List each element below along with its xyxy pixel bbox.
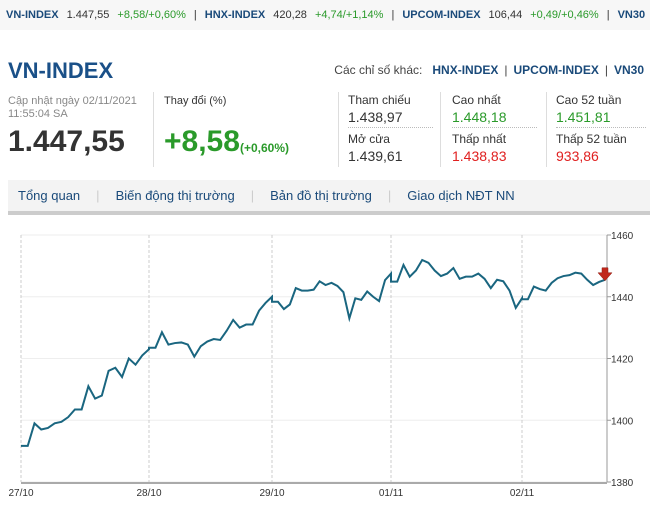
x-tick-label: 28/10 — [136, 488, 161, 499]
stat-value: 1.438,97 — [348, 109, 403, 125]
ticker-item[interactable]: VN301.5 — [618, 9, 650, 21]
other-indices: Các chỉ số khác: HNX-INDEX | UPCOM-INDEX | V… — [334, 63, 644, 77]
x-tick-label: 02/11 — [510, 488, 535, 499]
y-tick-label: 1400 — [611, 416, 634, 427]
update-date: Cập nhật ngày 02/11/2021 — [8, 95, 137, 107]
stat-label: Thấp nhất — [452, 132, 507, 146]
divider — [440, 92, 441, 167]
ticker-value: 106,44 — [488, 9, 523, 21]
x-tick-label: 27/10 — [8, 488, 33, 499]
page-title: VN-INDEX — [8, 58, 114, 83]
change-label: Thay đổi (%) — [164, 95, 227, 107]
ticker-change: +0,49/+0,46% — [530, 9, 599, 21]
y-tick-label: 1420 — [611, 355, 634, 366]
x-tick-label: 01/11 — [379, 488, 404, 499]
ticker-value: 1.447,55 — [66, 9, 110, 21]
index-chart: 1460 1440 1420 1400 1380 27/10 28/10 29/10 01/11… — [8, 231, 634, 499]
ticker-name: UPCOM-INDEX — [402, 9, 481, 21]
y-tick-label: 1460 — [611, 231, 634, 242]
y-tick-label: 1440 — [611, 293, 634, 304]
ticker-name: HNX-INDEX — [204, 9, 266, 21]
ticker-item[interactable]: VN-INDEX 1.447,55 +8,58/+0,60% — [6, 9, 186, 21]
stat-value: 933,86 — [556, 148, 599, 164]
link-hnx-index[interactable]: HNX-INDEX — [432, 63, 499, 77]
tab-market-map[interactable]: Bản đồ thị trường — [270, 188, 372, 203]
divider — [338, 92, 339, 167]
stat-item: Tham chiếu 1.438,97 — [348, 93, 448, 125]
ticker-change: +8,58/+0,60% — [117, 9, 186, 21]
stat-value: 1.451,81 — [556, 109, 611, 125]
link-upcom-index[interactable]: UPCOM-INDEX — [513, 63, 599, 77]
ticker-item[interactable]: HNX-INDEX 420,28 +4,74/+1,14% — [205, 9, 384, 21]
stat-item: Cao nhất 1.448,18 — [452, 93, 552, 125]
stat-label: Tham chiếu — [348, 93, 411, 107]
stat-item: Thấp 52 tuần 933,86 — [556, 132, 650, 164]
change-value: +8,58 — [164, 125, 240, 158]
stat-label: Cao 52 tuần — [556, 93, 622, 107]
divider — [153, 92, 154, 167]
stat-item: Mở cửa 1.439,61 — [348, 132, 448, 164]
ticker-item[interactable]: UPCOM-INDEX 106,44 +0,49/+0,46% — [402, 9, 598, 21]
ticker-name: VN30 — [617, 9, 646, 21]
tab-overview[interactable]: Tổng quan — [18, 188, 81, 203]
stat-value: 1.439,61 — [348, 148, 403, 164]
stat-item: Thấp nhất 1.438,83 — [452, 132, 552, 164]
stat-value: 1.438,83 — [452, 148, 507, 164]
stat-value: 1.448,18 — [452, 109, 507, 125]
divider — [546, 92, 547, 167]
stat-label: Mở cửa — [348, 132, 390, 146]
link-vn30[interactable]: VN30 — [613, 63, 644, 77]
tab-market-movement[interactable]: Biến động thị trường — [115, 188, 235, 203]
ticker-change: +4,74/+1,14% — [314, 9, 384, 21]
x-tick-label: 29/10 — [259, 488, 284, 499]
ticker-bar: VN-INDEX 1.447,55 +8,58/+0,60% | HNX-INDEX 42… — [0, 0, 650, 30]
y-tick-label: 1380 — [611, 478, 634, 489]
stat-label: Cao nhất — [452, 93, 501, 107]
stat-item: Cao 52 tuần 1.451,81 — [556, 93, 650, 125]
down-arrow-icon — [597, 267, 613, 282]
index-line — [21, 258, 606, 447]
tab-foreign-trading[interactable]: Giao dịch NĐT NN — [407, 188, 515, 203]
current-price: 1.447,55 — [8, 125, 125, 158]
ticker-name: VN-INDEX — [6, 9, 59, 21]
stat-label: Thấp 52 tuần — [556, 132, 627, 146]
update-clock: 11:55:04 SA — [8, 108, 68, 120]
other-indices-label: Các chỉ số khác: — [334, 63, 423, 77]
tab-bar: Tổng quan | Biến động thị trường | Bản đồ th… — [8, 180, 650, 215]
change-percent: (+0,60%) — [240, 141, 290, 155]
ticker-value: 420,28 — [273, 9, 307, 21]
update-time: Cập nhật ngày 02/11/2021 11:55:04 SA — [8, 95, 137, 121]
